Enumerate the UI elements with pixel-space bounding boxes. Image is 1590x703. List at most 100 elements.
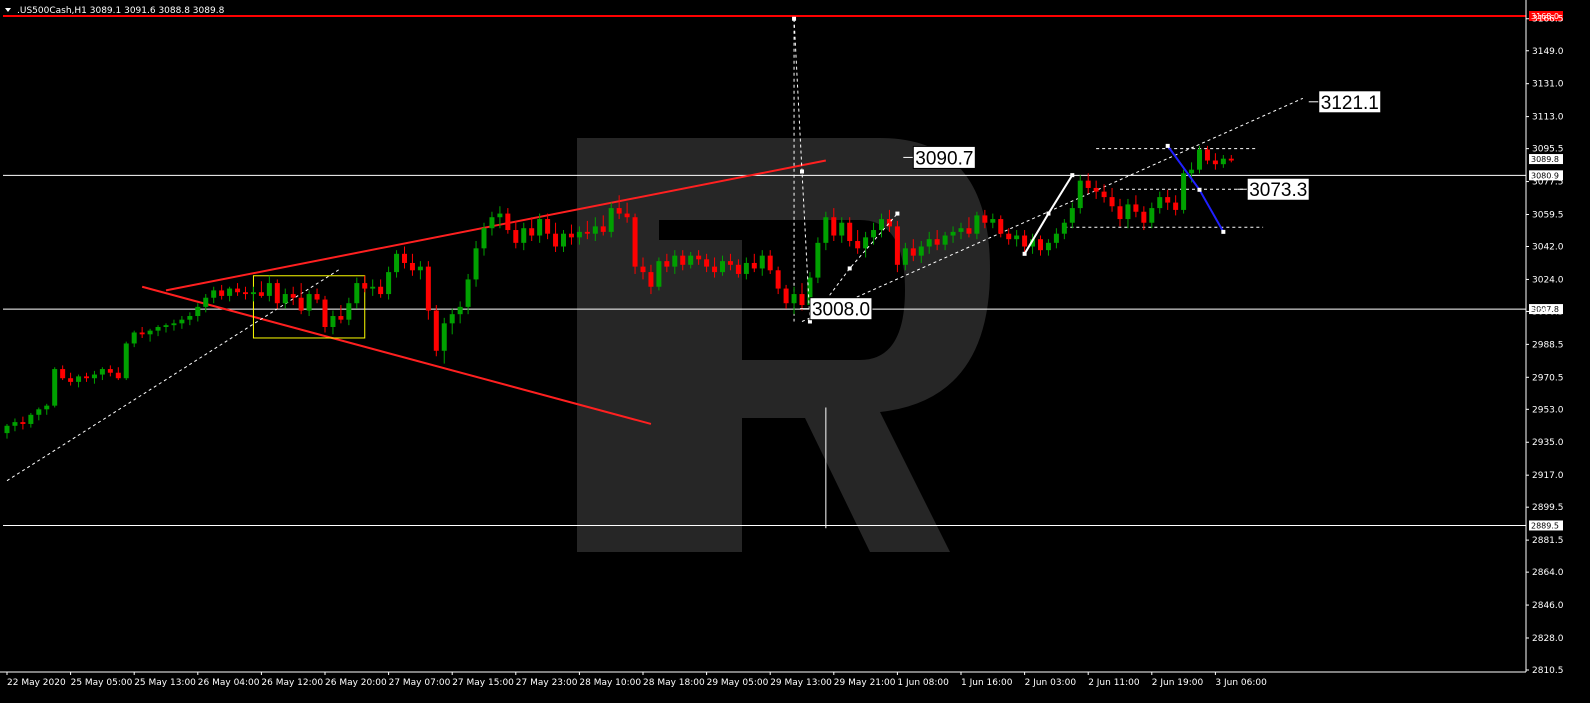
candle-body (823, 217, 829, 243)
candle-body (863, 237, 869, 249)
candle (950, 226, 956, 243)
candle-body (974, 215, 980, 234)
candle (449, 308, 455, 335)
candle-body (847, 222, 853, 242)
candle (735, 259, 741, 278)
candle-body (163, 325, 169, 327)
candle (1085, 173, 1091, 194)
y-tick-label: 2970.5 (1532, 373, 1564, 383)
candles (4, 145, 1234, 439)
dashed-guide-line (801, 97, 1304, 322)
candle (378, 279, 384, 298)
candle (441, 317, 447, 364)
candle-body (20, 422, 26, 424)
level-price-tag-text: 2889.5 (1531, 521, 1559, 530)
candle (298, 283, 304, 315)
triangle-down-icon[interactable] (5, 8, 11, 12)
level-price-tag-bg (1529, 11, 1563, 21)
x-axis: 22 May 2020 25 May 05:00 25 May 13:00 26 Ma… (0, 671, 1526, 688)
candle (250, 286, 256, 302)
candle (672, 250, 678, 274)
candle-body (632, 217, 638, 267)
candle (688, 251, 694, 269)
candle-body (1204, 149, 1210, 161)
candle (696, 250, 702, 265)
y-tick-label: 3113.0 (1532, 113, 1564, 123)
candle-body (258, 292, 264, 296)
candle-body (958, 228, 964, 232)
candle-body (1101, 191, 1107, 198)
price-label-text: 3073.3 (1249, 180, 1307, 201)
price-label-text: 3121.1 (1321, 93, 1379, 114)
candle (608, 202, 614, 238)
candle-body (1030, 239, 1036, 247)
candle (433, 305, 439, 357)
candle-body (696, 255, 702, 260)
watermark-logo (577, 138, 990, 552)
candle-body (171, 323, 177, 326)
candle-body (688, 255, 694, 265)
candle (974, 211, 980, 240)
forecast-point (1022, 251, 1027, 256)
price-label-bg (1246, 177, 1310, 201)
candle-body (775, 270, 781, 289)
candle-body (473, 248, 479, 280)
x-tick-label: 27 May 23:00 (516, 678, 578, 688)
x-tick-label: 25 May 05:00 (71, 678, 133, 688)
candle-body (640, 266, 646, 273)
level-price-tag-bg (1529, 304, 1563, 315)
candle (998, 215, 1004, 238)
candle (561, 230, 566, 252)
candle (1212, 153, 1218, 170)
candle-body (807, 277, 813, 306)
candle-body (1109, 197, 1115, 207)
candle (600, 215, 606, 236)
candle (1045, 239, 1051, 256)
candle (910, 239, 916, 262)
price-annotations: 3090.7 3008.0 3121.1 3073.3 (799, 90, 1382, 321)
candle-body (1077, 180, 1083, 209)
level-price-tag-text: 3007.8 (1531, 305, 1559, 314)
candle-body (513, 230, 519, 243)
x-tick-label: 28 May 18:00 (643, 678, 705, 688)
candle-body (831, 217, 837, 236)
candle-body (91, 374, 97, 379)
candle (568, 224, 574, 245)
candle-body (219, 290, 225, 296)
candle-body (815, 242, 821, 278)
candle (505, 208, 511, 234)
forecast-point (792, 16, 797, 21)
candle (1197, 145, 1202, 174)
candle-body (322, 299, 328, 327)
candle-body (457, 306, 463, 315)
y-tick-label: 3006.5 (1532, 307, 1564, 317)
candle-body (767, 255, 773, 271)
candle-body (1141, 211, 1147, 223)
candle-body (155, 326, 161, 331)
candle-body (1173, 202, 1179, 210)
level-price-tag: 2889.5 (1529, 520, 1563, 531)
candle (720, 255, 725, 276)
candle (1069, 202, 1075, 229)
symbol-info: .US500Cash,H1 3089.1 3091.6 3088.8 3089.… (17, 6, 225, 16)
candle (68, 372, 74, 386)
price-label-bg (809, 297, 873, 321)
candle (481, 222, 487, 256)
y-tick-label: 3131.0 (1532, 80, 1564, 90)
candle-body (346, 303, 352, 320)
forecast-point (1046, 211, 1051, 216)
candle (99, 367, 105, 381)
candle (1165, 189, 1171, 210)
candle-body (274, 283, 280, 304)
candle (489, 211, 495, 236)
candle (759, 250, 765, 276)
candle (521, 222, 527, 251)
candle (775, 266, 781, 295)
candle-body (433, 310, 439, 351)
candle (330, 310, 336, 335)
candle-body (417, 266, 423, 271)
candle-body (616, 208, 622, 214)
candle-body (306, 294, 312, 311)
candle-body (576, 231, 582, 238)
